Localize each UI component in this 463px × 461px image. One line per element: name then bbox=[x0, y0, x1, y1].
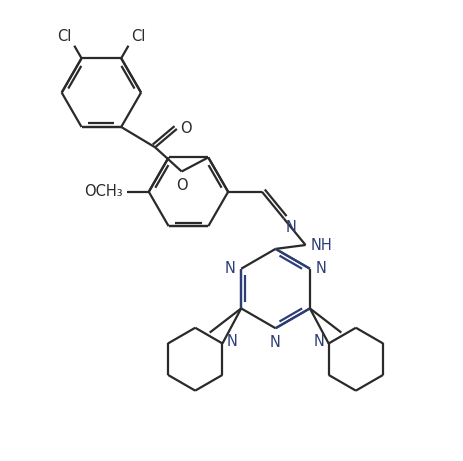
Text: N: N bbox=[285, 220, 296, 235]
Text: N: N bbox=[313, 334, 324, 349]
Text: NH: NH bbox=[310, 238, 332, 254]
Text: O: O bbox=[179, 121, 191, 136]
Text: OCH₃: OCH₃ bbox=[84, 184, 123, 199]
Text: N: N bbox=[269, 335, 281, 350]
Text: N: N bbox=[224, 261, 235, 276]
Text: N: N bbox=[226, 334, 237, 349]
Text: N: N bbox=[315, 261, 326, 276]
Text: O: O bbox=[175, 178, 187, 193]
Text: Cl: Cl bbox=[131, 29, 145, 44]
Text: Cl: Cl bbox=[57, 29, 72, 44]
